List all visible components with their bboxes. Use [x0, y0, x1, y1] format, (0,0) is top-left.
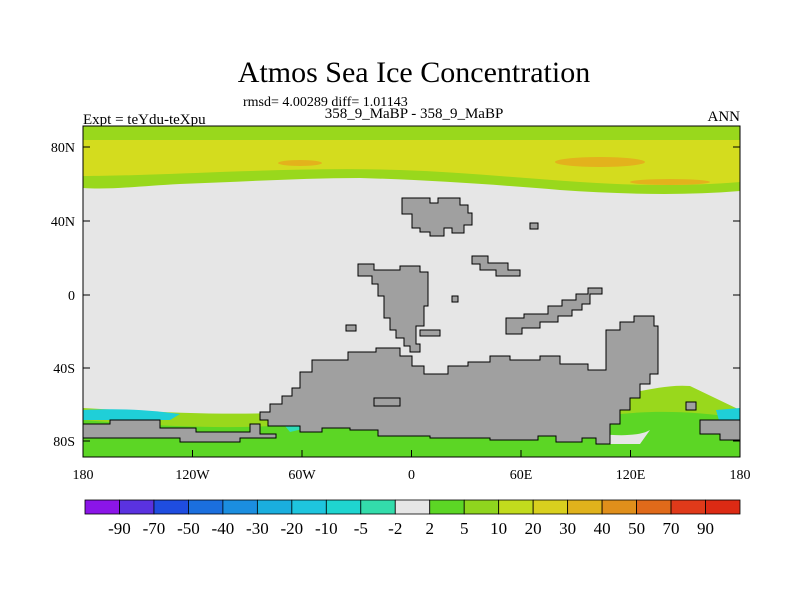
colorbar-swatch: [188, 499, 224, 515]
colorbar-swatch: [636, 499, 672, 515]
colorbar-label: 50: [628, 519, 645, 538]
lat-tick-labels: 80N 40N 0 40S 80S: [51, 141, 75, 450]
experiment-label: Expt = teYdu-teXpu: [83, 112, 206, 128]
lon-tick-label: 180: [730, 468, 751, 483]
lon-tick-label: 120W: [175, 468, 210, 483]
colorbar-label: 90: [697, 519, 714, 538]
colorbar-swatch: [153, 499, 189, 515]
arctic-orange-patch: [278, 160, 322, 166]
land-east-small: [685, 401, 697, 411]
land-south-panhandle: [373, 397, 401, 407]
lat-tick-label: 0: [68, 289, 75, 304]
colorbar: -90 -70 -50 -40 -30 -20 -10 -5 -2 2 5 10 20 30 40 50 70 9…: [84, 499, 741, 538]
colorbar-swatch: [291, 499, 327, 515]
southern-white-2: [600, 430, 650, 444]
colorbar-swatch: [360, 499, 396, 515]
southern-cyan: [83, 409, 180, 420]
colorbar-label: -5: [354, 519, 368, 538]
colorbar-label: 30: [559, 519, 576, 538]
land-west-strip: [82, 419, 277, 443]
colorbar-label: 20: [525, 519, 542, 538]
colorbar-label: -10: [315, 519, 338, 538]
lon-tick-label: 120E: [616, 468, 646, 483]
colorbar-label: 40: [594, 519, 611, 538]
arctic-orange-patch: [555, 157, 645, 167]
colorbar-label: 5: [460, 519, 469, 538]
land-indonesia: [505, 287, 603, 335]
colorbar-label: -40: [212, 519, 235, 538]
arctic-orange-patch: [630, 179, 710, 185]
colorbar-label: -70: [143, 519, 166, 538]
arctic-band-yellow: [83, 140, 740, 185]
colorbar-label: 10: [490, 519, 507, 538]
land-small-2: [419, 329, 441, 337]
lat-tick-label: 40N: [51, 215, 75, 230]
colorbar-swatch: [532, 499, 569, 515]
lon-tick-label: 0: [408, 468, 415, 483]
land-main-south: [259, 315, 659, 445]
plot-title: Atmos Sea Ice Concentration: [237, 56, 591, 89]
land-small-1: [451, 295, 459, 303]
lon-tick-label: 60W: [288, 468, 316, 483]
lon-tick-label: 180: [73, 468, 94, 483]
colorbar-swatch: [84, 499, 120, 515]
lon-tick-label: 60E: [510, 468, 533, 483]
land-island-small: [529, 222, 539, 230]
colorbar-swatch: [222, 499, 258, 515]
colorbar-swatch: [394, 499, 431, 515]
colorbar-label: 70: [663, 519, 680, 538]
colorbar-swatch: [256, 499, 293, 515]
land-small-3: [345, 324, 357, 332]
colorbar-swatch: [567, 499, 603, 515]
map-panel: [82, 125, 741, 458]
colorbar-label: -30: [246, 519, 269, 538]
season-label: ANN: [707, 109, 741, 125]
colorbar-label: -20: [281, 519, 304, 538]
arctic-band-green-top: [83, 126, 740, 140]
colorbar-label: -90: [108, 519, 131, 538]
lat-tick-label: 80S: [53, 435, 75, 450]
colorbar-swatch: [429, 499, 465, 515]
colorbar-label: -50: [177, 519, 200, 538]
rmsd-stats: rmsd= 4.00289 diff= 1.01143: [243, 95, 408, 110]
lon-tick-labels: 180 120W 60W 0 60E 120E 180: [73, 468, 751, 483]
colorbar-swatch: [670, 499, 706, 515]
plot-subtitle: 358_9_MaBP - 358_9_MaBP: [324, 106, 504, 122]
colorbar-swatch: [325, 499, 362, 515]
land-africa-north: [357, 263, 429, 353]
land-eurasia-north: [401, 197, 473, 237]
colorbar-label: 2: [425, 519, 434, 538]
axis-ticks: [82, 146, 741, 457]
lat-tick-label: 80N: [51, 141, 75, 156]
colorbar-swatch: [463, 499, 500, 515]
colorbar-swatch: [601, 499, 637, 515]
colorbar-swatch: [498, 499, 534, 515]
land-east-asia: [471, 255, 521, 277]
colorbar-swatch: [119, 499, 155, 515]
colorbar-label: -2: [388, 519, 402, 538]
colorbar-swatch: [705, 499, 741, 515]
lat-tick-label: 40S: [53, 362, 75, 377]
